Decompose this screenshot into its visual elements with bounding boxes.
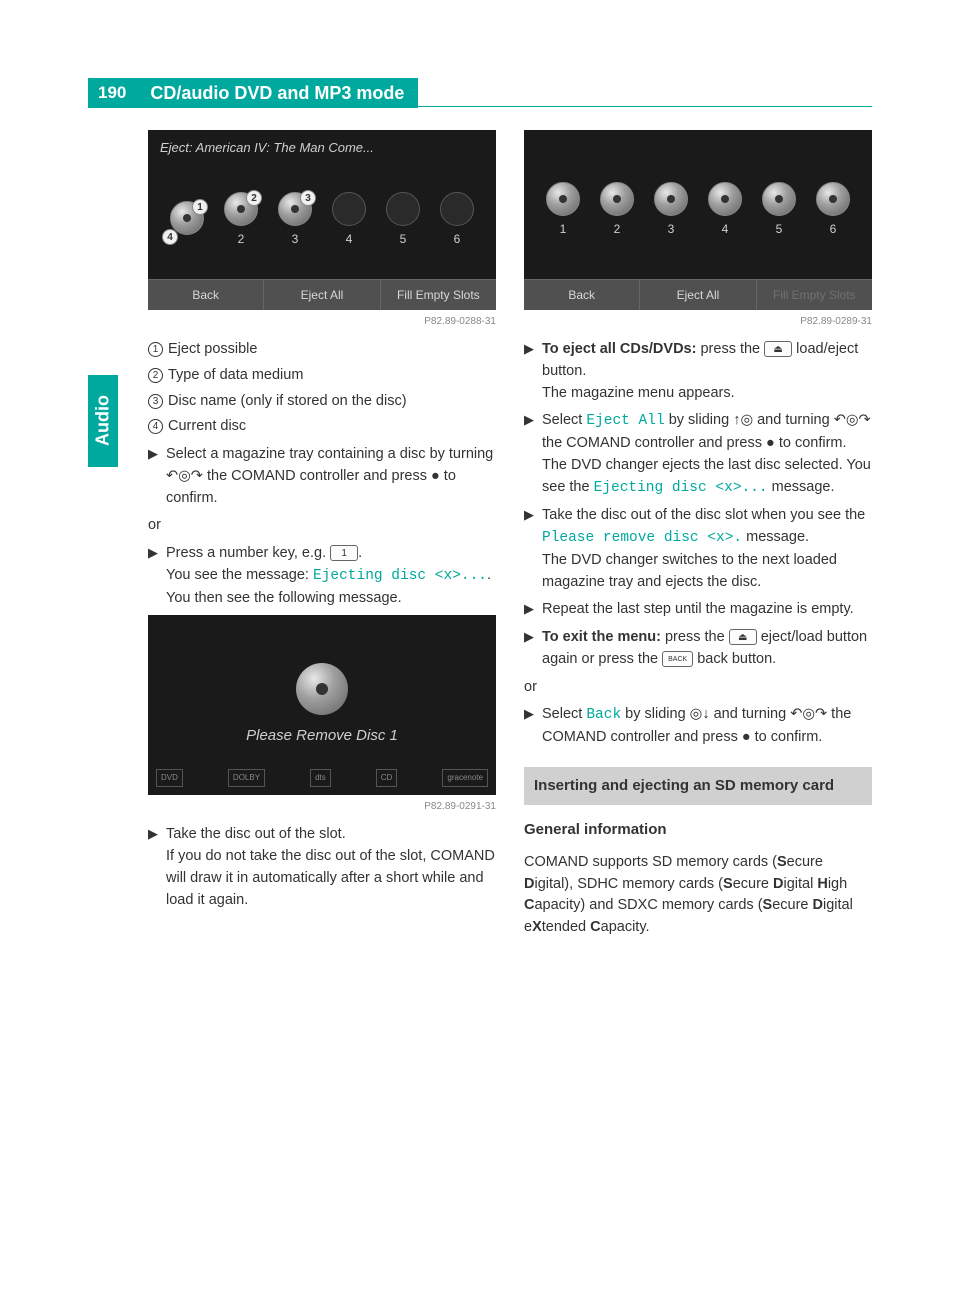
callout-3: 3Disc name (only if stored on the disc) xyxy=(148,391,496,413)
gracenote-logo: gracenote xyxy=(442,769,488,787)
step-arrow-icon: ▶ xyxy=(148,543,166,609)
section-tab-audio: Audio xyxy=(88,375,118,467)
body-text: COMAND supports SD memory cards (Secure … xyxy=(524,852,872,939)
step-select-eject-all: ▶ Select Eject All by sliding ↑◎ and tur… xyxy=(524,410,872,499)
turn-icon: ↶◎↷ xyxy=(834,412,871,428)
dts-logo: dts xyxy=(310,769,331,787)
callout-marker-4: 4 xyxy=(162,229,178,245)
screenshot-remove-disc: Please Remove Disc 1 DVD DOLBY dts CD gr… xyxy=(148,615,496,795)
subheading-general-info: General information xyxy=(524,819,872,842)
menu-fill-empty: Fill Empty Slots xyxy=(381,280,496,310)
step-select-tray: ▶ Select a magazine tray containing a di… xyxy=(148,444,496,509)
step-arrow-icon: ▶ xyxy=(524,410,542,499)
eject-key-icon: ⏏ xyxy=(764,341,792,357)
remove-text: Please Remove Disc 1 xyxy=(246,725,398,748)
dvd-logo: DVD xyxy=(156,769,183,787)
menu-eject-all: Eject All xyxy=(640,280,756,310)
menu-fill-empty: Fill Empty Slots xyxy=(757,280,872,310)
page-number: 190 xyxy=(88,78,136,108)
callout-1: 1Eject possible xyxy=(148,339,496,361)
press-icon: ● xyxy=(742,729,751,745)
step-take-disc: ▶ Take the disc out of the slot. If you … xyxy=(148,824,496,911)
callout-marker-3: 3 xyxy=(300,190,316,206)
screenshot-eject-all: 1 2 3 4 5 6 Back Eject All Fill Empty Sl… xyxy=(524,130,872,310)
back-label: Back xyxy=(586,707,621,723)
step-repeat: ▶ Repeat the last step until the magazin… xyxy=(524,599,872,621)
cd-logo: CD xyxy=(376,769,398,787)
eject-key-icon: ⏏ xyxy=(729,629,757,645)
section-heading-sd-card: Inserting and ejecting an SD memory card xyxy=(524,767,872,806)
screenshot-title: Eject: American IV: The Man Come... xyxy=(148,130,496,162)
menu-back: Back xyxy=(148,280,264,310)
step-select-back: ▶ Select Back by sliding ◎↓ and turning … xyxy=(524,704,872,749)
image-code: P82.89-0291-31 xyxy=(148,799,496,814)
logo-row: DVD DOLBY dts CD gracenote xyxy=(156,769,488,787)
turn-icon: ↶◎↷ xyxy=(790,706,827,722)
callout-marker-1: 1 xyxy=(192,199,208,215)
or-text: or xyxy=(524,677,872,699)
disc-icon xyxy=(296,663,348,715)
step-arrow-icon: ▶ xyxy=(524,505,542,593)
step-arrow-icon: ▶ xyxy=(524,627,542,671)
image-code: P82.89-0288-31 xyxy=(148,314,496,329)
page-title: CD/audio DVD and MP3 mode xyxy=(136,78,418,108)
step-arrow-icon: ▶ xyxy=(148,444,166,509)
slide-down-icon: ◎↓ xyxy=(690,706,710,722)
step-arrow-icon: ▶ xyxy=(524,339,542,404)
remove-disc-message: Please remove disc <x>. xyxy=(542,530,742,546)
image-code: P82.89-0289-31 xyxy=(524,314,872,329)
step-arrow-icon: ▶ xyxy=(148,824,166,911)
disc-row: 1 4 2 2 3 3 4 5 6 xyxy=(148,162,496,280)
slide-up-icon: ↑◎ xyxy=(733,412,753,428)
header-rule xyxy=(418,106,872,107)
press-icon: ● xyxy=(766,435,775,451)
back-key-icon: BACK xyxy=(662,651,693,667)
ejecting-disc-message: Ejecting disc <x>... xyxy=(313,568,487,584)
ejecting-disc-message: Ejecting disc <x>... xyxy=(594,480,768,496)
screenshot-eject-menu: Eject: American IV: The Man Come... 1 4 … xyxy=(148,130,496,310)
press-icon: ● xyxy=(431,468,440,484)
callout-marker-2: 2 xyxy=(246,190,262,206)
dolby-logo: DOLBY xyxy=(228,769,265,787)
step-exit-menu: ▶ To exit the menu: press the ⏏ eject/lo… xyxy=(524,627,872,671)
eject-all-label: Eject All xyxy=(586,413,664,429)
content-area: Eject: American IV: The Man Come... 1 4 … xyxy=(148,130,872,1242)
screenshot-menu-bar: Back Eject All Fill Empty Slots xyxy=(524,279,872,310)
step-arrow-icon: ▶ xyxy=(524,599,542,621)
or-text: or xyxy=(148,515,496,537)
number-key-icon: 1 xyxy=(330,545,358,561)
menu-eject-all: Eject All xyxy=(264,280,380,310)
callout-4: 4Current disc xyxy=(148,416,496,438)
page-header: 190 CD/audio DVD and MP3 mode xyxy=(88,78,872,108)
step-arrow-icon: ▶ xyxy=(524,704,542,749)
turn-icon: ↶◎↷ xyxy=(166,468,203,484)
menu-back: Back xyxy=(524,280,640,310)
step-eject-all: ▶ To eject all CDs/DVDs: press the ⏏ loa… xyxy=(524,339,872,404)
step-press-number: ▶ Press a number key, e.g. 1. You see th… xyxy=(148,543,496,609)
callout-2: 2Type of data medium xyxy=(148,365,496,387)
step-take-disc-slot: ▶ Take the disc out of the disc slot whe… xyxy=(524,505,872,593)
disc-row: 1 2 3 4 5 6 xyxy=(524,140,872,279)
screenshot-menu-bar: Back Eject All Fill Empty Slots xyxy=(148,279,496,310)
